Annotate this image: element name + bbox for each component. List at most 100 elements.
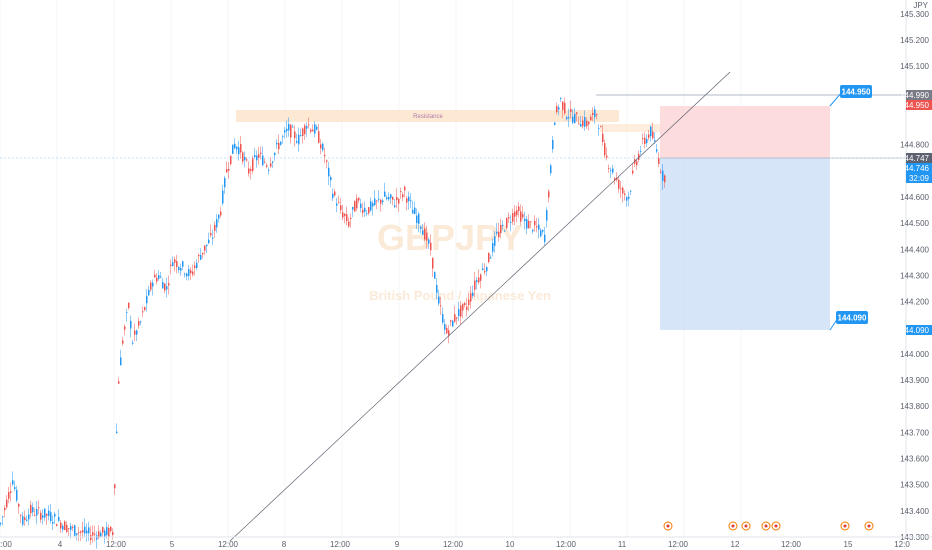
trendline[interactable] (229, 71, 731, 542)
candle-body (434, 272, 436, 279)
price-badge (906, 163, 932, 173)
candle-body (240, 143, 242, 153)
candle-body (628, 196, 630, 199)
candle-body (180, 268, 182, 271)
candle-body (354, 201, 356, 212)
time-tick-label: 12:00 (668, 540, 689, 549)
candle-body (122, 340, 124, 344)
candle-body (166, 286, 168, 290)
candle-body (622, 187, 624, 194)
candle-body (472, 292, 474, 296)
symbol-watermark-subtitle: British Pound / Japanese Yen (369, 288, 551, 303)
candle-body (62, 525, 64, 530)
candle-body (470, 293, 472, 302)
candle-body (238, 147, 240, 155)
candle-body (428, 239, 430, 244)
take-profit-zone[interactable] (660, 158, 830, 330)
candle-body (82, 530, 84, 533)
candle-body (506, 218, 508, 228)
candle-body (410, 200, 412, 202)
candle-body (586, 120, 588, 127)
candle-body (466, 306, 468, 310)
candle-body (320, 144, 322, 149)
candle-body (412, 209, 414, 214)
candle-body (18, 503, 20, 507)
candle-body (234, 143, 236, 149)
candle-body (578, 123, 580, 125)
candle-body (436, 284, 438, 293)
time-tick-label: 8 (282, 540, 287, 549)
candle-body (170, 264, 172, 267)
candle-body (106, 527, 108, 536)
candle-body (614, 178, 616, 181)
price-axis[interactable] (906, 0, 932, 537)
candle-body (482, 268, 484, 270)
candle-body (364, 207, 366, 212)
time-tick-label: 10 (506, 540, 515, 549)
candle-body (282, 136, 284, 138)
candle-body (608, 167, 610, 169)
candle-body (574, 113, 576, 123)
candle-body (224, 177, 226, 188)
candle-body (262, 155, 264, 166)
candle-body (632, 170, 634, 174)
price-tick-label: 144.747 (900, 154, 929, 163)
economic-event-dot (731, 524, 735, 528)
stop-loss-zone[interactable] (660, 106, 830, 158)
candle-body (0, 523, 2, 525)
candle-body (492, 243, 494, 252)
candle-body (554, 122, 556, 125)
candle-body (274, 152, 276, 156)
price-tick-label: 143.700 (900, 428, 929, 437)
candle-body (548, 191, 550, 198)
resistance-zone-right (600, 124, 660, 132)
candle-body (306, 126, 308, 129)
candle-body (368, 207, 370, 214)
economic-event-dot (744, 524, 748, 528)
candle-body (34, 514, 36, 516)
candle-body (58, 516, 60, 521)
candle-body (418, 213, 420, 224)
candle-body (280, 141, 282, 145)
candle-body (22, 516, 24, 525)
time-tick-label: 15 (844, 540, 853, 549)
price-tick-label: 143.900 (900, 376, 929, 385)
candle-body (588, 121, 590, 125)
candle-body (626, 197, 628, 201)
event-markers[interactable] (663, 521, 874, 531)
candle-body (92, 532, 94, 536)
candle-body (566, 117, 568, 120)
candle-body (248, 168, 250, 174)
candle-body (164, 283, 166, 291)
resistance-zone[interactable] (236, 110, 619, 122)
candle-body (352, 206, 354, 210)
candle-body (236, 146, 238, 150)
time-axis[interactable]: 2:00 4 12:00 5 12:00 8 12:00 9 12:00 10 12:00 11 12:… (0, 540, 910, 549)
candle-body (114, 484, 116, 489)
candle-body (2, 516, 4, 518)
time-tick-label: 12:00 (781, 540, 802, 549)
candle-body (290, 124, 292, 138)
price-tick-label: 144.800 (900, 141, 929, 150)
candle-body (212, 237, 214, 239)
candle-body (330, 176, 332, 181)
time-tick-label: 12:00 (443, 540, 464, 549)
candle-body (512, 213, 514, 222)
candle-body (572, 116, 574, 123)
target-callout[interactable]: 144.950 (829, 85, 872, 107)
stop-callout[interactable]: 144.090 (829, 311, 868, 331)
candle-body (444, 324, 446, 330)
candle-body (662, 170, 664, 181)
candle-body (372, 203, 374, 207)
candle-body (524, 218, 526, 222)
price-badge (906, 325, 932, 335)
candle-body (576, 112, 578, 114)
candle-body (116, 431, 118, 433)
candle-body (544, 234, 546, 242)
price-tick-label: 143.500 (900, 481, 929, 490)
candle-body (54, 513, 56, 517)
candle-body (604, 143, 606, 156)
candle-body (610, 169, 612, 171)
candle-body (26, 519, 28, 521)
